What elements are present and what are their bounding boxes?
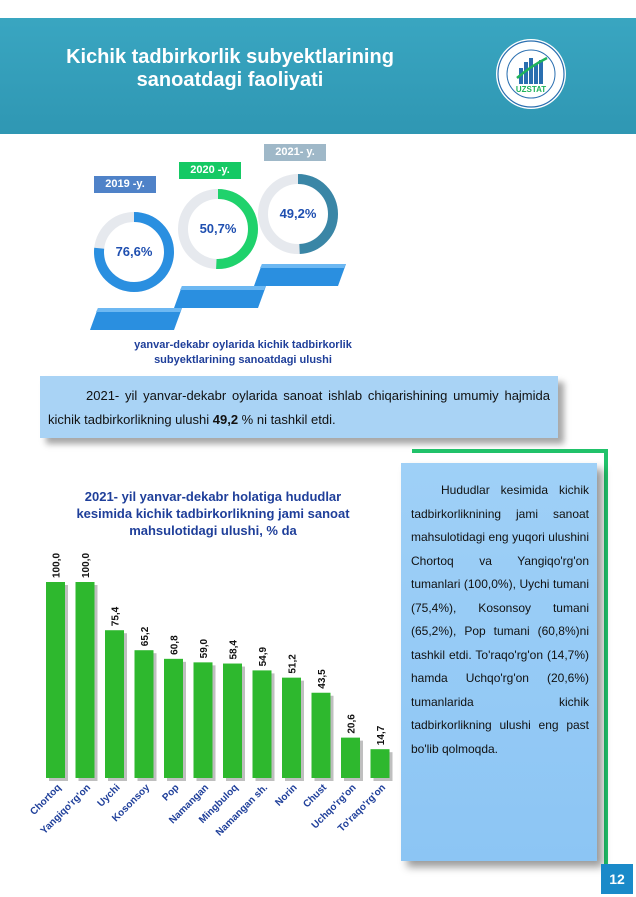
- pedestal-2021: [254, 264, 346, 286]
- summary-box: 2021- yil yanvar-dekabr oylarida sanoat …: [40, 376, 558, 438]
- bar-value-label: 75,4: [111, 606, 122, 626]
- uzstat-logo: UZSTAT: [496, 39, 566, 109]
- summary-value: 49,2: [212, 412, 239, 427]
- page-number: 12: [601, 864, 633, 894]
- donut-value-2021: 49,2%: [279, 206, 317, 221]
- donut-value-2019: 76,6%: [115, 244, 153, 259]
- bar-value-label: 59,0: [199, 638, 210, 658]
- donut-caption-line2: subyektlarining sanoatdagi ulushi: [154, 354, 332, 366]
- donut-2020: [178, 189, 258, 269]
- bar-value-label: 58,4: [229, 640, 240, 660]
- pedestal-2019: [90, 308, 182, 330]
- bar-value-label: 43,5: [317, 669, 328, 689]
- bar-value-label: 14,7: [376, 725, 387, 745]
- bar-9: [311, 692, 331, 778]
- bar-value-label: 100,0: [81, 553, 92, 578]
- summary-text-before: 2021- yil yanvar-dekabr oylarida sanoat …: [48, 388, 550, 427]
- summary-text-after: % ni tashkil etdi.: [238, 412, 336, 427]
- donut-caption-line1: yanvar-dekabr oylarida kichik tadbirkorl…: [134, 339, 352, 351]
- bar-chart: 100,0Chortoq100,0Yangiqo'rg'on75,4Uychi6…: [28, 553, 393, 838]
- donut-2019: [94, 212, 174, 292]
- category-label: Norin: [273, 782, 299, 808]
- chart-title: 2021- yil yanvar-dekabr holatiga hududla…: [28, 488, 398, 539]
- pedestal-2020: [174, 286, 266, 308]
- side-text-box: Hududlar kesimida kichik tadbirkorliknin…: [401, 463, 597, 861]
- bar-4: [164, 658, 183, 778]
- category-label: Chust: [301, 782, 329, 810]
- donut-2021: [258, 174, 338, 254]
- bar-6: [223, 663, 242, 778]
- logo-text: UZSTAT: [516, 85, 546, 94]
- bar-10: [341, 737, 360, 778]
- bar-2: [105, 630, 124, 778]
- donut-caption: yanvar-dekabr oylarida kichik tadbirkorl…: [108, 338, 378, 368]
- bar-value-label: 51,2: [288, 654, 299, 674]
- bar-5: [193, 662, 213, 778]
- header-top-band: [0, 0, 636, 18]
- bar-1: [75, 582, 95, 778]
- category-label: Namangan sh.: [214, 782, 270, 838]
- bar-value-label: 100,0: [52, 553, 63, 578]
- category-label: Pop: [160, 782, 181, 803]
- bar-8: [282, 677, 301, 778]
- side-text: Hududlar kesimida kichik tadbirkorliknin…: [411, 483, 589, 756]
- page-title-line1: Kichik tadbirkorlik subyektlarining: [66, 46, 394, 68]
- bar-value-label: 65,2: [140, 626, 151, 646]
- decorative-line-right: [604, 449, 608, 877]
- page-header: Kichik tadbirkorlik subyektlarining sano…: [0, 0, 636, 134]
- donut-label-2019: 2019 -y.: [94, 176, 156, 193]
- bar-3: [134, 650, 154, 778]
- bar-0: [46, 582, 65, 778]
- chart-title-line1: 2021- yil yanvar-dekabr holatiga hududla…: [84, 489, 342, 504]
- bar-value-label: 54,9: [258, 646, 269, 666]
- bar-11: [370, 749, 390, 778]
- bar-value-label: 20,6: [347, 714, 358, 734]
- chart-title-line3: mahsulotidagi ulushi, % da: [129, 523, 297, 538]
- donut-label-2021: 2021- y.: [264, 144, 326, 161]
- decorative-line-top: [412, 449, 606, 453]
- chart-title-line2: kesimida kichik tadbirkorlikning jami sa…: [76, 506, 350, 521]
- donut-value-2020: 50,7%: [199, 221, 237, 236]
- category-label: Uychi: [96, 782, 123, 809]
- bar-7: [252, 670, 272, 778]
- bar-value-label: 60,8: [170, 635, 181, 655]
- page-title: Kichik tadbirkorlik subyektlarining sano…: [20, 46, 440, 92]
- donut-label-2020: 2020 -y.: [179, 162, 241, 179]
- page-title-line2: sanoatdagi faoliyati: [136, 69, 324, 91]
- summary-text: 2021- yil yanvar-dekabr oylarida sanoat …: [48, 384, 550, 432]
